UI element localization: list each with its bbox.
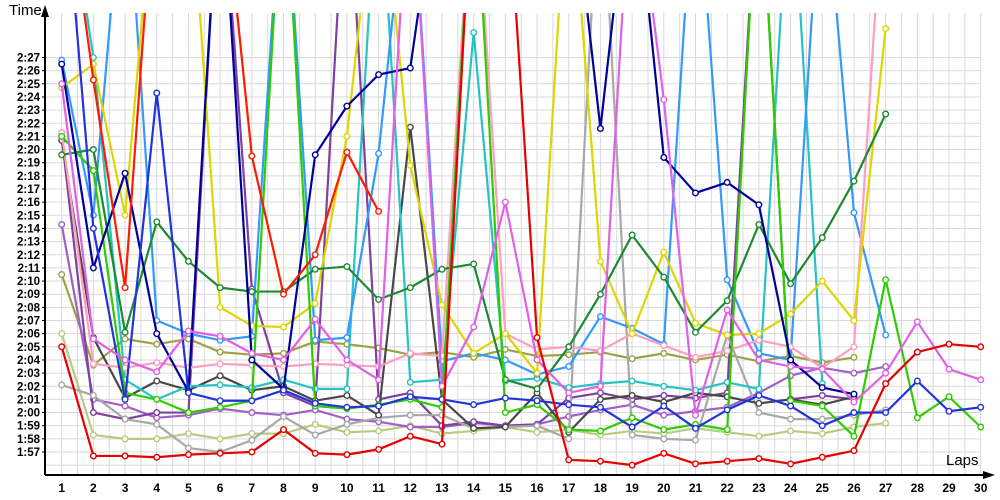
x-tick-label: 17: [562, 481, 576, 495]
x-tick-label: 21: [689, 481, 703, 495]
x-axis-tick-labels: 1 2 3 4 5 6 7 8 9 10 11 12 13 14 15 16 17 18 19 20 21 22 23 24 2…: [58, 481, 987, 495]
y-tick-label: 2:06: [17, 329, 40, 341]
x-tick-label: 7: [248, 481, 255, 495]
y-tick-label: 2:16: [17, 197, 40, 209]
x-tick-label: 12: [404, 481, 418, 495]
y-tick-label: 2:05: [17, 342, 41, 354]
y-tick-label: 1:58: [17, 434, 41, 446]
x-tick-label: 11: [372, 481, 385, 495]
x-tick-label: 30: [974, 481, 988, 495]
x-tick-label: 25: [816, 481, 830, 495]
y-tick-label: 2:07: [17, 316, 40, 328]
x-tick-label: 5: [185, 481, 192, 495]
y-tick-label: 2:23: [17, 105, 40, 117]
y-tick-label: 2:20: [17, 145, 40, 157]
series-yellow: [58, 13, 890, 377]
x-tick-label: 28: [911, 481, 925, 495]
x-tick-label: 3: [122, 481, 129, 495]
series-lines: [58, 13, 985, 469]
series-red-second: [83, 13, 383, 298]
x-tick-label: 22: [721, 481, 735, 495]
y-tick-label: 2:11: [18, 263, 41, 275]
y-tick-label: 2:03: [17, 368, 40, 380]
x-tick-label: 24: [784, 481, 798, 495]
x-tick-label: 8: [280, 481, 287, 495]
y-tick-label: 2:25: [17, 79, 41, 91]
y-tick-label: 2:17: [17, 184, 40, 196]
x-tick-label: 10: [340, 481, 354, 495]
y-tick-label: 2:01: [17, 394, 41, 406]
axes: [44, 16, 988, 476]
axis-arrows: [41, 5, 995, 479]
y-tick-label: 2:14: [17, 223, 41, 235]
y-tick-label: 2:08: [17, 302, 41, 314]
y-tick-label: 2:10: [17, 276, 40, 288]
x-tick-label: 2: [90, 481, 97, 495]
x-tick-label: 6: [217, 481, 224, 495]
y-tick-label: 1:59: [17, 421, 40, 433]
y-tick-label: 2:18: [17, 171, 41, 183]
x-tick-label: 15: [499, 481, 513, 495]
x-tick-label: 20: [657, 481, 671, 495]
x-tick-label: 29: [942, 481, 956, 495]
y-tick-label: 2:21: [17, 131, 41, 143]
y-tick-label: 2:04: [17, 355, 41, 367]
y-tick-label: 2:26: [17, 66, 40, 78]
x-axis-title: Laps: [946, 452, 979, 469]
x-tick-label: 26: [847, 481, 861, 495]
y-tick-label: 2:15: [17, 210, 41, 222]
series-red: [58, 13, 985, 469]
x-tick-label: 1: [58, 481, 65, 495]
series-blue: [74, 13, 985, 432]
y-tick-label: 2:12: [17, 250, 40, 262]
y-tick-label: 2:13: [17, 237, 40, 249]
y-axis-title: Time: [9, 2, 42, 19]
y-axis-tick-labels: 1:571:581:592:00 2:012:022:032:042:052:06…: [17, 53, 45, 459]
x-tick-label: 18: [594, 481, 608, 495]
x-tick-label: 13: [435, 481, 449, 495]
y-tick-label: 2:22: [17, 118, 40, 130]
x-tick-label: 14: [467, 481, 481, 495]
y-tick-label: 2:27: [17, 53, 40, 65]
y-tick-label: 2:24: [17, 92, 41, 104]
y-tick-label: 2:02: [17, 381, 40, 393]
x-tick-label: 9: [312, 481, 319, 495]
y-tick-label: 1:57: [17, 447, 40, 459]
x-tick-label: 27: [879, 481, 893, 495]
x-tick-label: 16: [530, 481, 544, 495]
x-tick-label: 23: [752, 481, 766, 495]
x-tick-label: 4: [153, 481, 160, 495]
y-tick-label: 2:09: [17, 289, 40, 301]
y-tick-label: 2:00: [17, 408, 40, 420]
x-tick-label: 19: [625, 481, 639, 495]
y-tick-label: 2:19: [17, 158, 40, 170]
